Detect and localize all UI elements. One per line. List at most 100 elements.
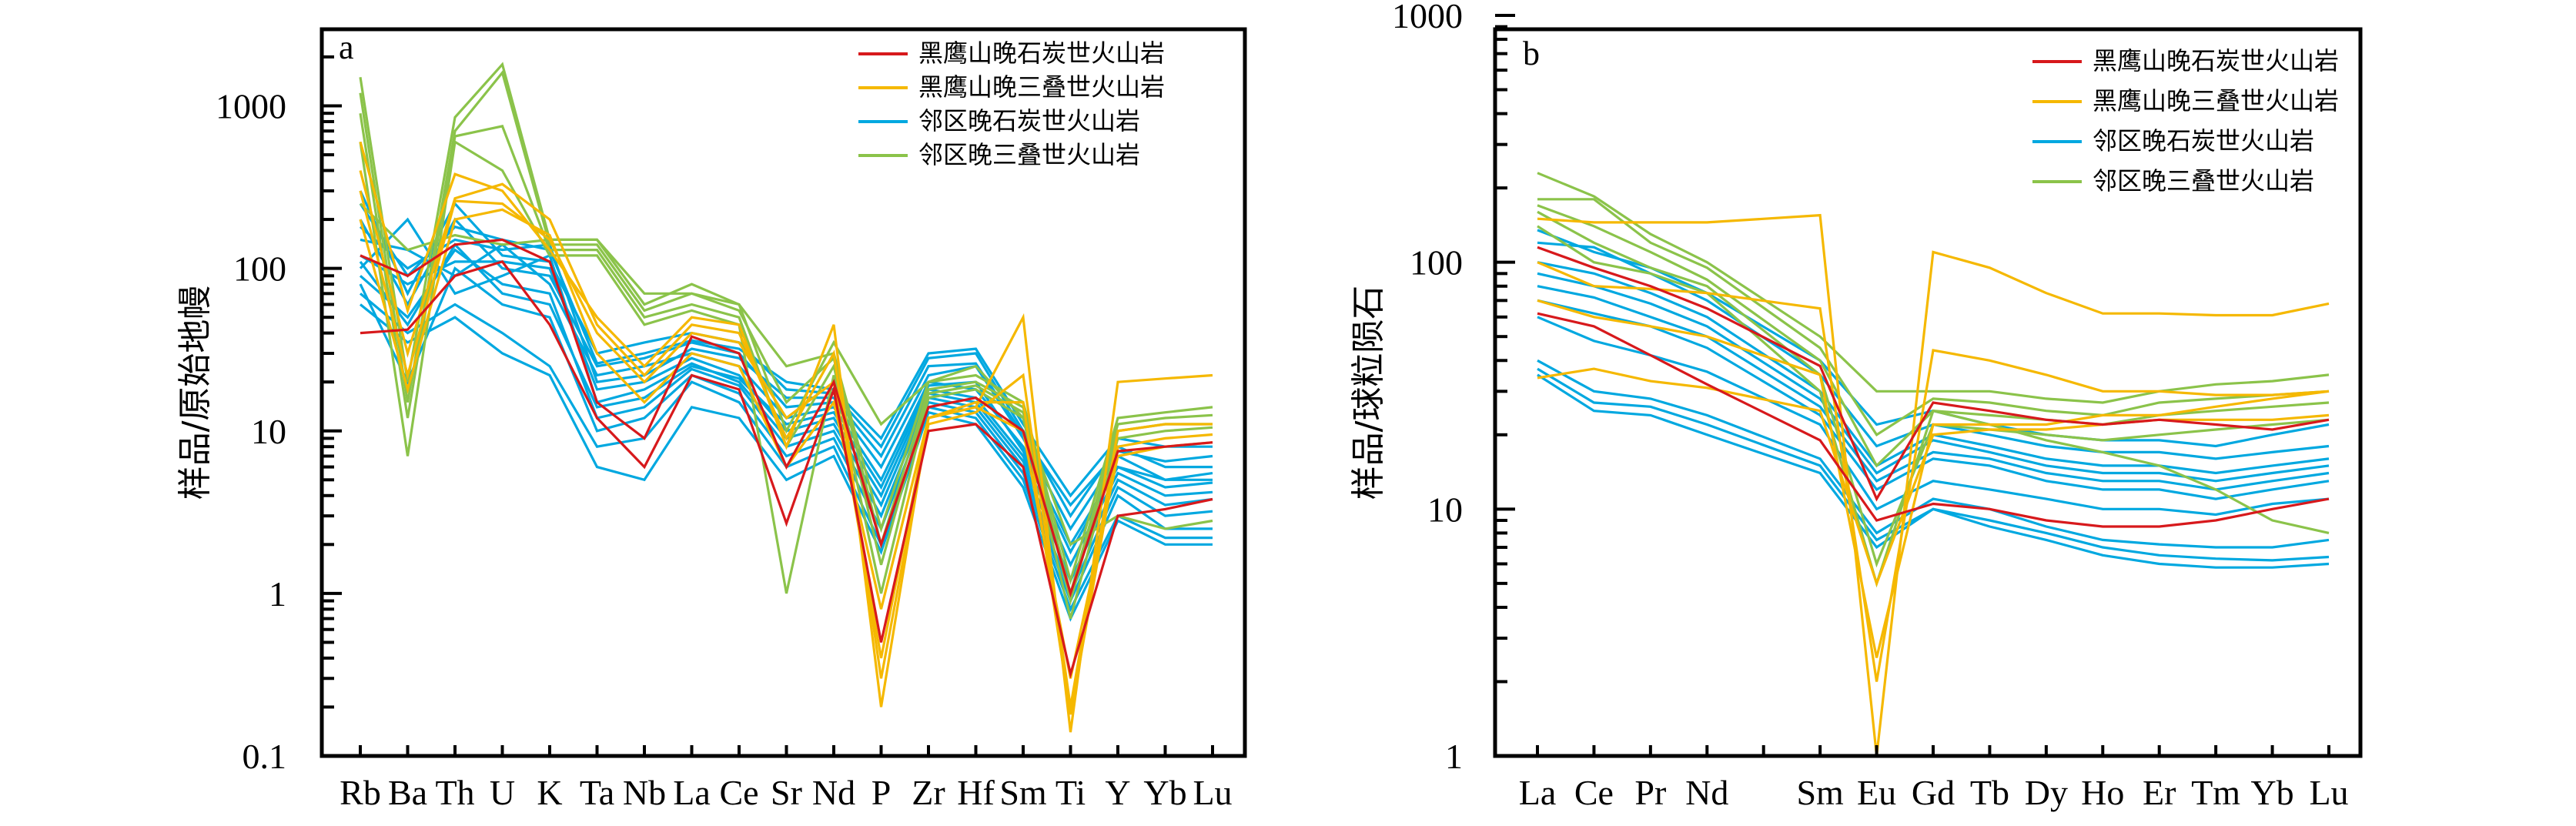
- legend-label: 邻区晚石炭世火山岩: [2093, 126, 2314, 156]
- legend-item-heiyingshan_carboniferous: 黑鹰山晚石炭世火山岩: [2032, 46, 2339, 75]
- x-tick-label-Y: Y: [1105, 773, 1130, 812]
- series-line-neighbor_carboniferous-8: [1537, 367, 2330, 562]
- legend-label: 邻区晚石炭世火山岩: [918, 106, 1140, 135]
- legend-label: 邻区晚三叠世火山岩: [2093, 166, 2314, 196]
- series-line-neighbor_triassic-21: [359, 139, 1213, 620]
- x-tick-label-La: La: [673, 773, 711, 812]
- legend-label: 邻区晚三叠世火山岩: [918, 140, 1140, 169]
- legend-label: 黑鹰山晚石炭世火山岩: [2093, 46, 2339, 75]
- x-tick-label-Nd: Nd: [1685, 773, 1728, 812]
- x-tick-label-Lu: Lu: [2309, 773, 2348, 812]
- series-line-neighbor_triassic-18: [359, 62, 1213, 586]
- series-line-neighbor_carboniferous-2: [360, 238, 1213, 547]
- legend-label: 黑鹰山晚石炭世火山岩: [918, 38, 1165, 68]
- series-line-neighbor_carboniferous-0: [359, 190, 1213, 519]
- x-tick-label-La: La: [1519, 773, 1557, 812]
- x-tick-label-K: K: [537, 773, 562, 812]
- x-tick-label-Pr: Pr: [1634, 773, 1666, 812]
- series-line-heiyingshan_carboniferous-10: [1537, 246, 2330, 502]
- series-line-neighbor_carboniferous-1: [359, 217, 1213, 532]
- series-line-heiyingshan_triassic-16: [359, 190, 1213, 715]
- chart-a-series-group: [359, 62, 1213, 733]
- legend-item-neighbor_carboniferous: 邻区晚石炭世火山岩: [2032, 126, 2314, 156]
- x-tick-label-Yb: Yb: [1143, 773, 1186, 812]
- x-tick-label-Dy: Dy: [2025, 773, 2068, 812]
- y-tick-label: 1000: [1392, 0, 1463, 35]
- chart-b-x-axis: La Ce Pr Nd Sm Eu Gd Tb Dy Ho Er Tm Yb Lu: [1519, 745, 2349, 812]
- x-tick-label-Nd: Nd: [812, 773, 855, 812]
- series-line-neighbor_carboniferous-3: [1537, 272, 2330, 483]
- series-line-neighbor_carboniferous-9: [1537, 373, 2330, 569]
- series-line-neighbor_triassic-16: [1537, 172, 2330, 404]
- series-line-heiyingshan_carboniferous-13: [360, 260, 1213, 679]
- series-line-neighbor_carboniferous-6: [1537, 316, 2330, 517]
- x-tick-label-P: P: [871, 773, 892, 812]
- y-tick-label: 1000: [216, 87, 286, 126]
- series-line-heiyingshan_carboniferous-11: [1537, 312, 2330, 528]
- x-tick-label-Tm: Tm: [2191, 773, 2240, 812]
- series-line-neighbor_carboniferous-7: [1537, 359, 2330, 549]
- series-line-neighbor_triassic-20: [1537, 225, 2330, 588]
- x-tick-label-Ce: Ce: [1574, 773, 1614, 812]
- x-tick-label-Tb: Tb: [1970, 773, 2009, 812]
- chart-a-x-axis: Rb Ba Th U K Ta Nb La Ce Sr Nd P Zr Hf Sm Ti Y Yb Lu: [340, 745, 1233, 812]
- chart-b-y-axis-title: 样品/球粒陨石: [1349, 286, 1388, 500]
- series-line-heiyingshan_triassic-15: [1537, 367, 2330, 587]
- x-tick-label-Gd: Gd: [1912, 773, 1955, 812]
- series-line-heiyingshan_triassic-14: [1537, 299, 2330, 658]
- chart-a-y-axis: 0.1 1 10 100 1000: [216, 55, 342, 776]
- series-line-heiyingshan_triassic-12: [1537, 213, 2330, 757]
- x-tick-label-Sr: Sr: [771, 773, 802, 812]
- legend-item-neighbor_triassic: 邻区晚三叠世火山岩: [2032, 166, 2314, 196]
- x-tick-label-Sm: Sm: [1796, 773, 1844, 812]
- x-tick-label-Th: Th: [435, 773, 474, 812]
- chart-a-y-axis-title: 样品/原始地幔: [176, 286, 215, 500]
- series-line-heiyingshan_carboniferous-12: [360, 238, 1213, 598]
- series-line-neighbor_carboniferous-9: [359, 226, 1213, 507]
- x-tick-label-Eu: Eu: [1857, 773, 1896, 812]
- series-line-neighbor_carboniferous-11: [359, 242, 1213, 555]
- x-tick-label-Zr: Zr: [912, 773, 945, 812]
- series-line-neighbor_carboniferous-5: [1537, 299, 2330, 500]
- x-tick-label-Nb: Nb: [623, 773, 666, 812]
- x-tick-label-Ho: Ho: [2081, 773, 2124, 812]
- x-tick-label-Ta: Ta: [580, 773, 614, 812]
- series-line-neighbor_triassic-18: [1537, 204, 2330, 468]
- y-tick-label: 1: [1445, 737, 1463, 776]
- legend-item-heiyingshan_carboniferous: 黑鹰山晚石炭世火山岩: [858, 38, 1165, 68]
- y-tick-label: 10: [251, 412, 286, 451]
- series-line-neighbor_triassic-19: [1537, 210, 2330, 568]
- x-tick-label-Ti: Ti: [1055, 773, 1086, 812]
- y-tick-label: 0.1: [243, 737, 287, 776]
- chart-b-y-axis: 1 10 100 1000: [1392, 0, 1515, 776]
- y-tick-label: 100: [233, 249, 286, 289]
- x-tick-label-Er: Er: [2143, 773, 2176, 812]
- legend-label: 黑鹰山晚三叠世火山岩: [918, 72, 1165, 102]
- series-line-heiyingshan_triassic-14: [359, 141, 1213, 733]
- legend-label: 黑鹰山晚三叠世火山岩: [2093, 86, 2339, 115]
- series-line-neighbor_triassic-17: [1537, 198, 2330, 437]
- chart-b-panel-label: b: [1523, 35, 1540, 72]
- x-tick-label-Sm: Sm: [999, 773, 1047, 812]
- legend-item-heiyingshan_triassic: 黑鹰山晚三叠世火山岩: [2032, 86, 2339, 115]
- y-tick-label: 1: [269, 574, 286, 614]
- series-line-neighbor_carboniferous-2: [1537, 261, 2330, 475]
- series-line-neighbor_carboniferous-3: [360, 254, 1213, 568]
- x-tick-label-Rb: Rb: [340, 773, 381, 812]
- legend-item-neighbor_triassic: 邻区晚三叠世火山岩: [858, 140, 1140, 169]
- x-tick-label-Yb: Yb: [2250, 773, 2293, 812]
- chart-b-series-group: [1537, 172, 2330, 757]
- y-tick-label: 100: [1410, 243, 1463, 283]
- y-tick-label: 10: [1427, 490, 1463, 529]
- x-tick-label-Ce: Ce: [719, 773, 758, 812]
- x-tick-label-Lu: Lu: [1193, 773, 1232, 812]
- legend-item-neighbor_carboniferous: 邻区晚石炭世火山岩: [858, 106, 1140, 135]
- series-line-neighbor_triassic-22: [359, 202, 1213, 547]
- x-tick-label-Hf: Hf: [957, 773, 995, 812]
- x-tick-label-Ba: Ba: [388, 773, 427, 812]
- chart-a-spider-diagram: 0.1 1 10 100 1000 Rb Ba Th U K Ta Nb La Ce Sr Nd P Zr Hf S…: [176, 27, 1247, 812]
- legend-item-heiyingshan_triassic: 黑鹰山晚三叠世火山岩: [858, 72, 1165, 102]
